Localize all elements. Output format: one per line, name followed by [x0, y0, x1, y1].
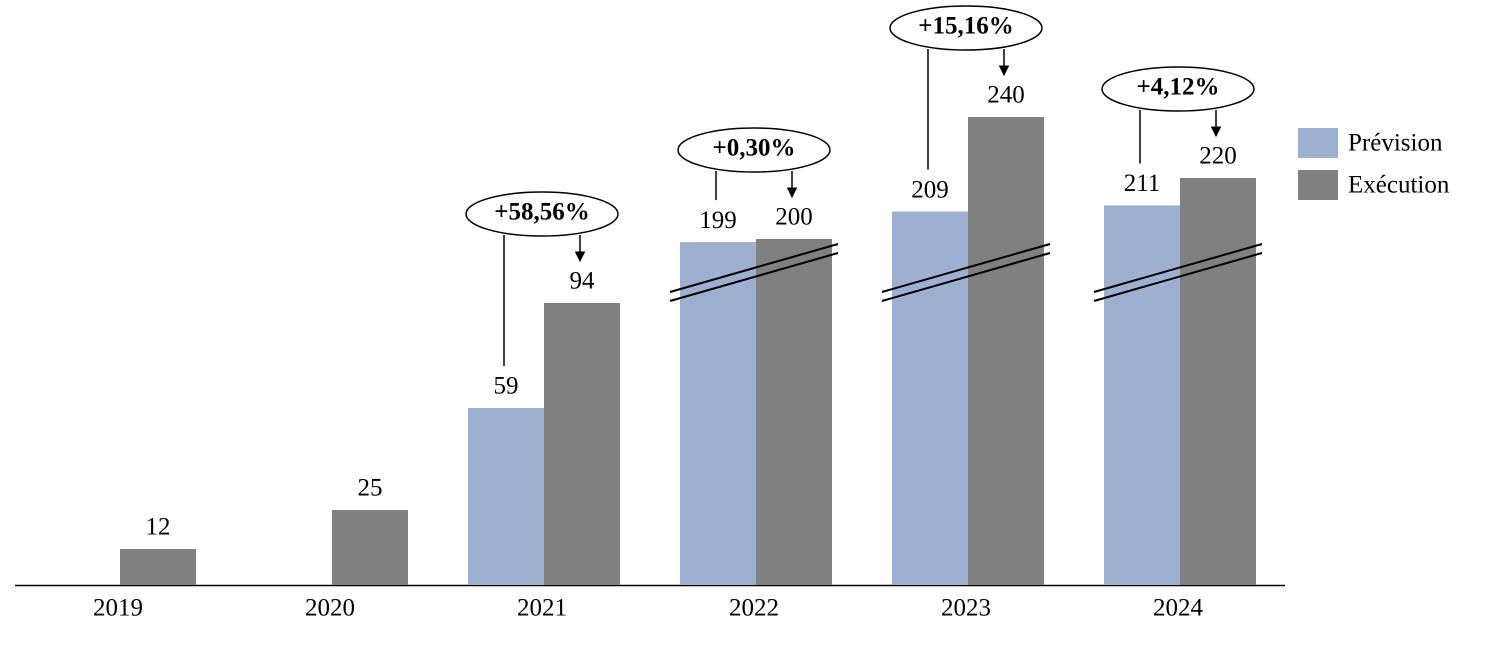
axis-break: [1093, 243, 1263, 293]
growth-bubble: [677, 127, 831, 173]
value-label: 59: [494, 373, 519, 400]
axis-break: [881, 252, 1051, 302]
bar: [756, 239, 832, 585]
bar: [1180, 178, 1256, 585]
legend-label: Exécution: [1348, 172, 1450, 199]
bar: [968, 117, 1044, 585]
legend-swatch: [1298, 170, 1338, 200]
growth-bubble: [1101, 66, 1255, 112]
x-tick-label: 2021: [517, 595, 567, 622]
x-tick-label: 2022: [729, 595, 779, 622]
growth-label: +0,30%: [713, 135, 796, 162]
growth-label: +15,16%: [918, 13, 1014, 40]
legend-swatch: [1298, 128, 1338, 158]
value-label: 199: [699, 207, 737, 234]
bar: [680, 242, 756, 586]
growth-label: +58,56%: [494, 199, 590, 226]
x-tick-label: 2023: [941, 595, 991, 622]
value-label: 12: [146, 514, 171, 541]
bar: [544, 303, 620, 585]
x-tick-label: 2024: [1153, 595, 1204, 622]
bar: [468, 408, 544, 585]
bar: [892, 211, 968, 586]
growth-bubble: [465, 191, 619, 237]
x-tick-label: 2019: [93, 595, 143, 622]
bar: [120, 549, 196, 585]
axis-break: [881, 243, 1051, 293]
legend-label: Prévision: [1348, 130, 1443, 157]
bar: [332, 510, 408, 585]
x-tick-label: 2020: [305, 595, 355, 622]
axis-break: [669, 243, 839, 293]
growth-label: +4,12%: [1137, 74, 1220, 101]
value-label: 200: [775, 204, 813, 231]
value-label: 220: [1199, 143, 1237, 170]
value-label: 240: [987, 82, 1025, 109]
value-label: 25: [358, 475, 383, 502]
axis-break: [1093, 252, 1263, 302]
value-label: 211: [1124, 170, 1161, 197]
axis-break: [669, 252, 839, 302]
bar: [1104, 205, 1180, 585]
value-label: 94: [570, 268, 596, 295]
growth-bubble: [889, 5, 1043, 51]
value-label: 209: [911, 176, 949, 203]
